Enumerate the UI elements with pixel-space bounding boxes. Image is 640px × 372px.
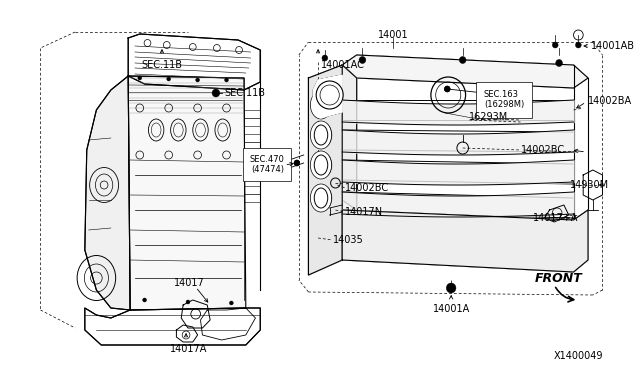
- Text: SEC.11B: SEC.11B: [225, 88, 266, 98]
- Text: 14002BC: 14002BC: [520, 145, 564, 155]
- Circle shape: [444, 86, 450, 92]
- Polygon shape: [342, 55, 588, 88]
- Text: 14017: 14017: [173, 278, 204, 288]
- Polygon shape: [85, 308, 260, 345]
- Circle shape: [322, 55, 328, 61]
- Bar: [244, 160, 260, 176]
- Ellipse shape: [310, 184, 332, 212]
- Polygon shape: [128, 34, 260, 90]
- Text: SEC.163
(16298M): SEC.163 (16298M): [484, 90, 524, 109]
- Circle shape: [359, 57, 366, 64]
- Circle shape: [552, 42, 558, 48]
- Text: SEC.11B: SEC.11B: [141, 60, 182, 70]
- Bar: [244, 186, 260, 202]
- Circle shape: [225, 78, 228, 82]
- Circle shape: [446, 283, 456, 293]
- Text: X1400049: X1400049: [554, 351, 604, 361]
- Circle shape: [212, 89, 220, 97]
- Circle shape: [229, 301, 233, 305]
- Text: 14017A: 14017A: [170, 344, 207, 354]
- Circle shape: [444, 86, 450, 92]
- Text: FRONT: FRONT: [535, 272, 583, 285]
- Polygon shape: [342, 65, 356, 210]
- Polygon shape: [314, 75, 342, 118]
- Text: 14002BC: 14002BC: [345, 183, 389, 193]
- Text: 14001: 14001: [378, 30, 408, 40]
- Text: 14001AB: 14001AB: [591, 41, 635, 51]
- Polygon shape: [85, 76, 130, 310]
- Circle shape: [186, 300, 190, 304]
- Text: 14017+A: 14017+A: [533, 213, 579, 223]
- Ellipse shape: [310, 151, 332, 179]
- Text: 14930M: 14930M: [570, 180, 609, 190]
- Circle shape: [143, 298, 147, 302]
- Bar: [244, 110, 260, 126]
- Text: 14001A: 14001A: [433, 304, 470, 314]
- Circle shape: [575, 42, 581, 48]
- Text: 16293M: 16293M: [470, 112, 509, 122]
- Bar: [244, 134, 260, 150]
- FancyArrowPatch shape: [556, 288, 573, 302]
- Circle shape: [294, 160, 300, 166]
- Text: SEC.470
(47474): SEC.470 (47474): [250, 155, 284, 174]
- Polygon shape: [342, 210, 588, 272]
- Ellipse shape: [310, 121, 332, 149]
- Circle shape: [294, 160, 300, 166]
- Text: 14017N: 14017N: [345, 207, 383, 217]
- Circle shape: [196, 78, 200, 82]
- Circle shape: [460, 57, 466, 64]
- Circle shape: [556, 60, 563, 67]
- Ellipse shape: [310, 91, 332, 119]
- Polygon shape: [308, 65, 342, 275]
- Circle shape: [138, 76, 141, 80]
- Text: 14035: 14035: [333, 235, 364, 245]
- Circle shape: [167, 77, 171, 81]
- Text: 14002BA: 14002BA: [588, 96, 632, 106]
- Polygon shape: [128, 76, 246, 310]
- Text: 14001AC: 14001AC: [321, 60, 365, 70]
